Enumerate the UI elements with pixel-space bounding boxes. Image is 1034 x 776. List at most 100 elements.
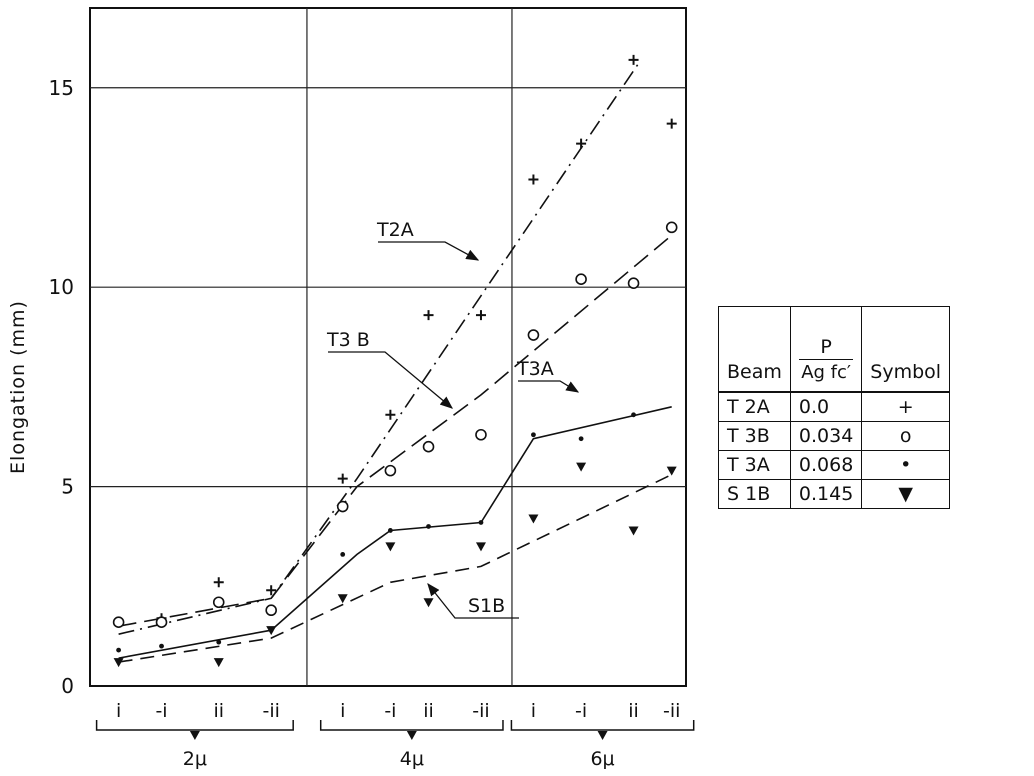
fit-line-t3b [118, 234, 673, 627]
leader-line-t3b [328, 351, 453, 409]
leader-line-t2a [378, 241, 480, 261]
point-s1b [475, 542, 486, 552]
point-t3b [575, 273, 587, 286]
group-bracket [319, 720, 504, 731]
x-group-label: 2μ [183, 748, 207, 770]
point-s1b [576, 462, 587, 472]
point-t3b [155, 616, 168, 628]
x-condition-label: ii [423, 700, 434, 722]
series-label-t3a: T3A [516, 358, 554, 380]
legend-symbol-plus: + [861, 391, 951, 422]
point-s1b [266, 626, 277, 636]
group-bracket [95, 720, 294, 731]
point-s1b [423, 598, 434, 608]
point-s1b [528, 514, 539, 524]
point-t3b [384, 464, 397, 477]
legend-row-t3b: T 3B 0.034 o [718, 421, 951, 451]
legend-beam: T 2A [718, 391, 791, 422]
x-condition-label: -i [384, 700, 396, 722]
x-condition-label: ii [628, 700, 639, 722]
x-condition-label: i [531, 700, 536, 722]
legend-header-ratio: P Ag fc′ [789, 306, 863, 393]
legend-ratio: 0.034 [789, 421, 863, 451]
y-tick-label: 10 [49, 275, 74, 299]
x-condition-label: -i [155, 700, 167, 722]
series-label-t3b: T3 B [326, 329, 370, 351]
y-tick-label: 15 [49, 76, 74, 100]
x-group-label: 4μ [400, 748, 424, 770]
point-s1b [628, 526, 639, 536]
y-axis-title: Elongation (mm) [7, 300, 29, 474]
legend-ratio: 0.068 [789, 450, 863, 480]
point-s1b [666, 466, 677, 476]
group-pointer-icon [189, 731, 200, 740]
legend-header-beam: Beam [718, 306, 791, 393]
legend-row-s1b: S 1B 0.145 ▼ [718, 479, 951, 509]
ratio-numerator: P [798, 336, 854, 360]
legend-beam: T 3B [718, 421, 791, 451]
point-t3a [340, 551, 346, 557]
point-t3b [212, 596, 225, 609]
legend-row-t3a: T 3A 0.068 • [718, 450, 951, 480]
legend-symbol-dot: • [861, 450, 951, 480]
point-t2a [576, 138, 587, 149]
x-condition-label: -ii [472, 700, 489, 722]
fit-line-t3a [118, 406, 672, 659]
fit-line-s1b [118, 473, 673, 663]
point-t2a [423, 310, 434, 321]
point-t3a [531, 432, 536, 438]
point-t3b [665, 221, 678, 234]
point-t3b [627, 277, 640, 289]
x-condition-label: ii [213, 700, 224, 722]
fit-lines [118, 63, 673, 663]
point-t3a [116, 647, 122, 653]
legend-header-symbol: Symbol [861, 306, 951, 393]
y-tick-label: 0 [61, 674, 74, 698]
point-t3a [631, 412, 636, 418]
leader-line-s1b [427, 582, 519, 619]
point-s1b [213, 658, 224, 668]
group-pointer-icon [406, 731, 417, 740]
point-t2a [337, 473, 348, 484]
point-t2a [385, 409, 396, 420]
grid [89, 7, 687, 687]
point-t3a [216, 639, 222, 645]
point-t3b [112, 616, 125, 628]
legend-ratio: 0.145 [789, 479, 863, 509]
data-points [112, 54, 678, 668]
x-condition-label: -ii [663, 700, 680, 722]
legend-beam: S 1B [718, 479, 791, 509]
series-label-t2a: T2A [376, 219, 414, 241]
x-condition-label: -i [575, 700, 587, 722]
point-s1b [385, 542, 396, 552]
point-t3b [527, 329, 540, 341]
point-t2a [628, 54, 639, 65]
x-condition-label: -ii [262, 700, 279, 722]
point-t2a [266, 585, 277, 596]
legend-beam: T 3A [718, 450, 791, 480]
point-t2a [528, 174, 539, 185]
point-t3a [578, 436, 584, 442]
point-t2a [475, 310, 486, 321]
legend-symbol-circle: o [861, 421, 951, 451]
group-bracket [510, 720, 695, 731]
point-s1b [113, 658, 124, 668]
point-t3a [426, 524, 431, 529]
x-condition-label: i [340, 700, 345, 722]
plot-frame [89, 7, 687, 687]
point-s1b [337, 594, 348, 604]
point-t3a [159, 643, 164, 649]
fit-line-t2a [118, 63, 639, 635]
point-t3a [387, 528, 393, 533]
ratio-denominator: Ag fc′ [801, 362, 851, 383]
point-t2a [213, 577, 224, 588]
point-t3b [336, 500, 349, 513]
point-t3b [265, 604, 277, 617]
point-t3b [475, 428, 487, 441]
leader-line-t3a [518, 380, 580, 393]
x-condition-label: i [116, 700, 121, 722]
point-t3b [422, 440, 435, 453]
legend-symbol-triangle: ▼ [861, 479, 951, 509]
